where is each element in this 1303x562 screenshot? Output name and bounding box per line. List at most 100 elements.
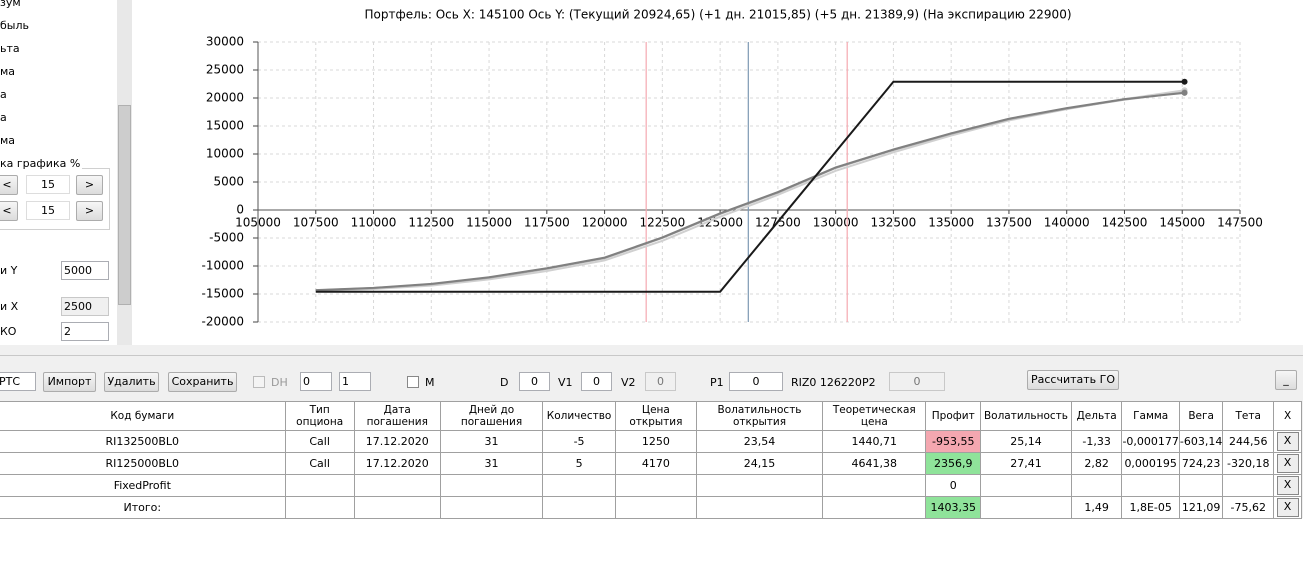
toolbar-button[interactable]: Импорт: [43, 372, 96, 392]
table-cell: FixedProfit: [0, 474, 286, 497]
table-cell: 4641,38: [822, 452, 927, 475]
chart-area: [132, 0, 1303, 345]
table-cell: 2,82: [1070, 452, 1123, 475]
x-tick-label: 145000: [1159, 216, 1205, 230]
menu-item: ьта: [0, 42, 20, 55]
y-tick-label: -5000: [209, 231, 244, 245]
field-value[interactable]: 2: [61, 322, 109, 341]
checkbox[interactable]: [253, 376, 265, 388]
checkbox-label: M: [425, 376, 435, 389]
table-cell: [353, 474, 441, 497]
column-header: Код бумаги: [0, 401, 286, 431]
table-cell: [822, 474, 927, 497]
delete-button[interactable]: X: [1276, 476, 1299, 495]
table-cell: [695, 474, 824, 497]
field-value[interactable]: 0: [729, 372, 783, 391]
field-value[interactable]: 0: [519, 372, 550, 391]
table-cell: 1250: [614, 430, 697, 453]
group-label: ка графика %: [0, 157, 83, 170]
table-cell: 31: [439, 452, 544, 475]
field-label: P2: [862, 376, 876, 389]
scrollbar[interactable]: [117, 0, 132, 345]
chart-title: Портфель: Ось X: 145100 Ось Y: (Текущий …: [364, 8, 1071, 22]
table-cell: -1,33: [1070, 430, 1123, 453]
prev-button[interactable]: <: [0, 175, 18, 195]
table-cell: [284, 474, 355, 497]
y-tick-label: 30000: [206, 35, 244, 49]
table-cell: X: [1273, 474, 1302, 497]
column-header: Волатильность: [980, 401, 1072, 431]
table-cell: 24,15: [695, 452, 824, 475]
field-label: D: [500, 376, 509, 389]
field-value[interactable]: 0: [645, 372, 676, 391]
field-value[interactable]: 0: [581, 372, 612, 391]
table-cell: [1178, 474, 1224, 497]
column-header: Количество: [542, 401, 616, 431]
table-cell: [542, 496, 616, 519]
next-button[interactable]: >: [76, 175, 103, 195]
y-tick-label: 15000: [206, 119, 244, 133]
spinner[interactable]: 1: [339, 372, 371, 391]
separator: [0, 355, 1303, 356]
spinner[interactable]: 0: [300, 372, 332, 391]
table-cell: 0,000195: [1121, 452, 1180, 475]
calc-button[interactable]: Рассчитать ГО: [1027, 370, 1119, 390]
x-tick-label: 135000: [928, 216, 974, 230]
table-cell: -5: [542, 430, 616, 453]
column-header: Тип опциона: [284, 401, 355, 431]
field-label: КО: [0, 325, 17, 338]
step-value[interactable]: 15: [26, 175, 70, 194]
chart: Портфель: Ось X: 145100 Ось Y: (Текущий …: [201, 8, 1262, 329]
x-tick-label: 140000: [1044, 216, 1090, 230]
table-cell: [822, 496, 927, 519]
table-cell: 244,56: [1222, 430, 1275, 453]
left-panel: [0, 0, 118, 345]
table-cell: [1121, 474, 1180, 497]
table-cell: 1403,35: [925, 496, 982, 519]
y-tick-label: 0: [236, 203, 244, 217]
delete-button[interactable]: X: [1276, 454, 1299, 473]
column-header: Гамма: [1121, 401, 1180, 431]
y-tick-label: 5000: [213, 175, 244, 189]
table-cell: 5: [542, 452, 616, 475]
table-cell: [353, 496, 441, 519]
table-cell: 1,49: [1070, 496, 1123, 519]
toolbar-button[interactable]: Удалить: [104, 372, 159, 392]
next-button[interactable]: >: [76, 201, 103, 221]
table-cell: RI125000BL0: [0, 452, 286, 475]
table-cell: [695, 496, 824, 519]
y-tick-label: 10000: [206, 147, 244, 161]
menu-item: ма: [0, 65, 16, 78]
prev-button[interactable]: <: [0, 201, 18, 221]
table-cell: 17.12.2020: [353, 430, 441, 453]
field-label: P1: [710, 376, 724, 389]
table-cell: X: [1273, 452, 1302, 475]
checkbox[interactable]: [407, 376, 419, 388]
menu-item: зум: [0, 0, 21, 9]
x-tick-label: 137500: [986, 216, 1032, 230]
scroll-thumb[interactable]: [118, 105, 131, 305]
table-cell: X: [1273, 430, 1302, 453]
column-header: Волатильность открытия: [695, 401, 824, 431]
instrument: RIZ0 126220: [791, 376, 862, 389]
step-value[interactable]: 15: [26, 201, 70, 220]
table-cell: RI132500BL0: [0, 430, 286, 453]
field-value[interactable]: 2500: [61, 297, 109, 316]
table-cell: Call: [284, 452, 355, 475]
toolbar-button[interactable]: Сохранить: [168, 372, 237, 392]
column-header: Вега: [1178, 401, 1224, 431]
field-value[interactable]: 0: [889, 372, 945, 391]
table-cell: -75,62: [1222, 496, 1275, 519]
table-cell: Call: [284, 430, 355, 453]
minimize-button[interactable]: _: [1275, 370, 1297, 390]
table-cell: 724,23: [1178, 452, 1224, 475]
field-label: и Y: [0, 264, 18, 277]
delete-button[interactable]: X: [1276, 432, 1299, 451]
table-cell: 121,09: [1178, 496, 1224, 519]
delete-button[interactable]: X: [1276, 498, 1299, 517]
field-value[interactable]: 5000: [61, 261, 109, 280]
menu-item: быль: [0, 19, 29, 32]
menu-item: ма: [0, 134, 16, 147]
combo[interactable]: РТС: [0, 372, 36, 391]
